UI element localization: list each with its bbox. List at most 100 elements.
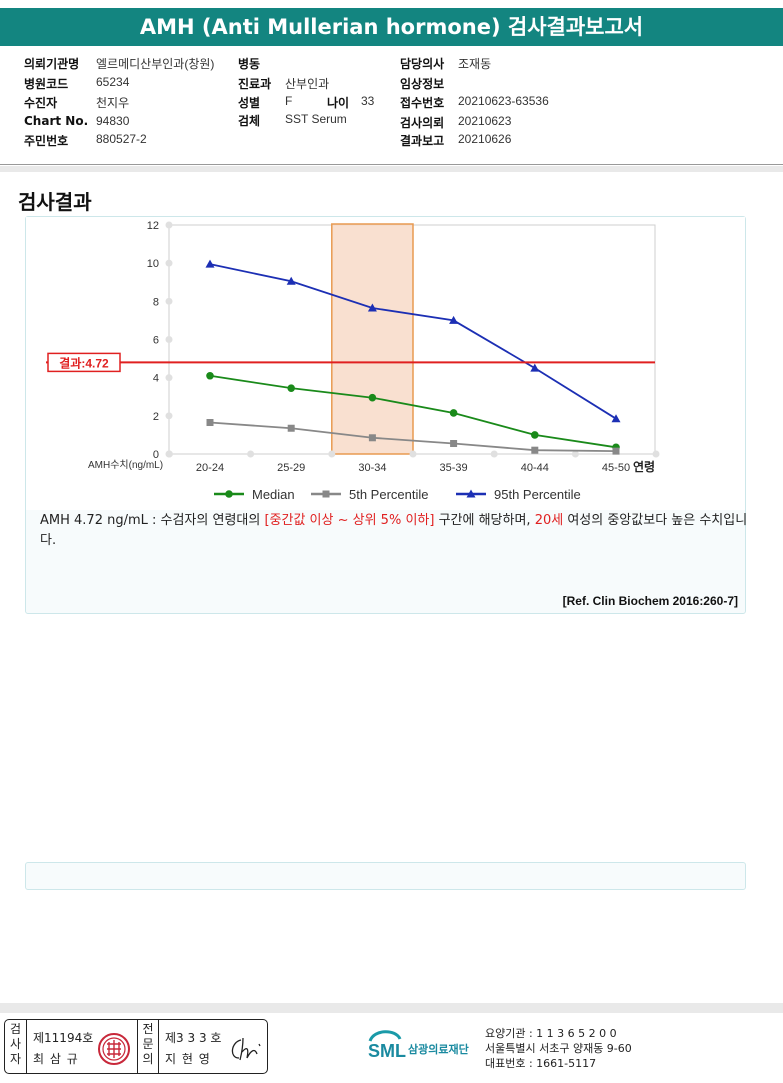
data-point	[530, 363, 540, 372]
comment-range-highlight: [중간값 이상 ~ 상위 5% 이하]	[264, 513, 435, 528]
y-tick-label: 8	[153, 296, 159, 308]
x-tick-dot	[490, 450, 498, 458]
y-tick-dot	[165, 297, 173, 305]
info-value-report-date: 20210626	[458, 132, 512, 146]
footer-institution-no: 요양기관 : 1 1 3 6 5 2 0 0	[485, 1027, 617, 1040]
info-value-request-date: 20210623	[458, 114, 512, 128]
data-point	[287, 384, 296, 392]
amh-chart: 0 2 4 6 8 10 12 20-24 25-29 30-34 35-39 40-44 45-50 A…	[46, 220, 660, 502]
x-tick-label: 35-39	[440, 462, 468, 474]
handwritten-signature	[231, 1037, 261, 1061]
section-title: 검사결과	[18, 190, 92, 214]
x-tick-dot	[165, 450, 173, 458]
highlight-band-30-34	[331, 223, 414, 455]
tester-name: 최 삼 규	[33, 1052, 79, 1066]
y-tick-dot	[165, 221, 173, 229]
info-value-sex: F	[285, 94, 293, 108]
tester-license-no: 제11194호	[33, 1031, 94, 1045]
info-value-institution: 엘르메디산부인과(창원)	[96, 57, 215, 71]
x-tick-label: 30-34	[358, 462, 386, 474]
report-title: AMH (Anti Mullerian hormone) 검사결과보고서	[0, 8, 783, 46]
info-value-hospital-code: 65234	[96, 75, 130, 89]
x-tick-label: 45-50	[602, 462, 630, 474]
result-comment: AMH 4.72 ng/mL : 수검자의 연령대의 [중간값 이상 ~ 상위 …	[40, 511, 752, 551]
data-point	[466, 489, 476, 498]
y-axis-label: AMH수치(ng/mL)	[88, 459, 163, 471]
info-label-chart-no: Chart No.	[24, 114, 89, 128]
info-label-receipt-no: 접수번호	[400, 96, 445, 110]
y-tick-label: 0	[153, 449, 159, 461]
data-point	[206, 419, 214, 427]
data-point	[449, 315, 459, 324]
y-tick-dot	[165, 259, 173, 267]
logo-text: SML	[368, 1041, 406, 1061]
y-tick-label: 10	[147, 258, 159, 270]
info-label-sex: 성별	[238, 96, 261, 110]
y-tick-label: 12	[147, 220, 159, 232]
reference-citation: [Ref. Clin Biochem 2016:260-7]	[562, 594, 738, 608]
data-point	[287, 424, 295, 432]
info-value-receipt-no: 20210623-63536	[458, 94, 549, 108]
info-label-patient: 수진자	[24, 96, 58, 110]
data-point	[225, 490, 233, 498]
x-tick-dot	[571, 450, 579, 458]
result-label: 결과:4.72	[59, 355, 109, 370]
x-tick-dot	[652, 450, 660, 458]
data-point	[531, 431, 539, 439]
comment-text-1: AMH 4.72 ng/mL : 수검자의 연령대의	[40, 513, 265, 528]
data-point	[450, 440, 458, 448]
x-tick-dot	[409, 450, 417, 458]
info-label-doctor: 담당의사	[400, 57, 445, 71]
info-value-department: 산부인과	[285, 77, 330, 91]
comment-text-2: 구간에 해당하며,	[434, 513, 535, 528]
info-value-patient: 천지우	[96, 96, 130, 110]
data-point	[206, 371, 214, 380]
info-label-report-date: 결과보고	[400, 134, 445, 148]
specialist-name: 지 현 영	[165, 1052, 211, 1066]
data-point	[368, 393, 377, 402]
data-point	[322, 490, 330, 498]
info-label-resident-no: 주민번호	[24, 134, 69, 148]
data-point	[286, 276, 296, 285]
data-point	[611, 414, 621, 423]
info-label-age: 나이	[327, 96, 350, 110]
info-label-specimen: 검체	[238, 114, 261, 128]
y-tick-dot	[165, 336, 173, 343]
sml-logo: SML 삼광의료재단	[366, 1027, 476, 1071]
info-label-ward: 병동	[238, 57, 261, 71]
comment-text-3: 여성의 중앙값보다 높은 수치입니다.	[40, 513, 748, 548]
legend-label: 5th Percentile	[349, 487, 429, 502]
x-axis-label: 연령	[633, 459, 655, 474]
data-point	[531, 446, 539, 454]
info-label-institution: 의뢰기관명	[24, 57, 80, 71]
info-label-department: 진료과	[238, 77, 272, 91]
series-line-median	[209, 374, 617, 449]
footer-contact: 요양기관 : 1 1 3 6 5 2 0 0 서울특별시 서초구 양재동 9-6…	[485, 1026, 632, 1071]
info-label-request-date: 검사의뢰	[400, 116, 445, 130]
data-point	[367, 303, 377, 312]
data-point	[612, 447, 620, 455]
x-tick-dot	[328, 450, 336, 458]
empty-panel	[25, 862, 746, 890]
y-tick-label: 4	[153, 373, 159, 385]
x-tick-label: 20-24	[196, 462, 224, 474]
info-label-hospital-code: 병원코드	[24, 77, 69, 91]
series-line-5th-percentile	[209, 421, 617, 453]
y-tick-dot	[165, 412, 173, 420]
seal-stamp	[98, 1033, 130, 1065]
data-point	[449, 409, 458, 417]
divider-band	[0, 166, 783, 172]
info-value-doctor: 조재동	[458, 57, 492, 71]
info-value-age: 33	[361, 94, 375, 108]
footer-phone: 대표번호 : 1661-5117	[485, 1057, 597, 1070]
data-point	[368, 434, 376, 442]
legend-label: 95th Percentile	[494, 487, 581, 502]
org-name: 삼광의료재단	[408, 1042, 469, 1056]
info-value-chart-no: 94830	[96, 114, 130, 128]
x-tick-label: 25-29	[277, 462, 305, 474]
y-tick-label: 2	[153, 411, 159, 423]
y-tick-dot	[165, 374, 173, 382]
x-tick-label: 40-44	[521, 462, 549, 474]
info-value-resident-no: 880527-2	[96, 132, 147, 146]
info-value-specimen: SST Serum	[285, 112, 347, 126]
